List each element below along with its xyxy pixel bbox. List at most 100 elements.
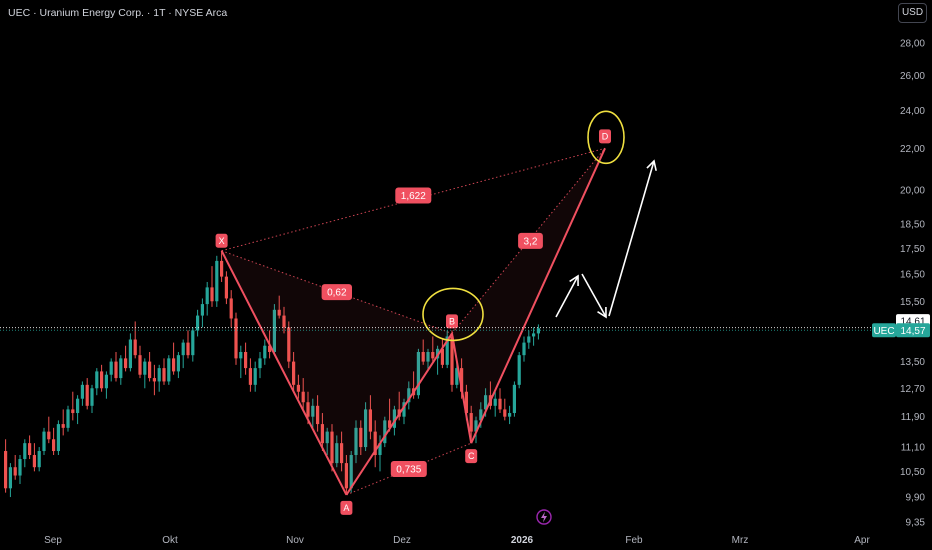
candle-body — [508, 413, 512, 417]
candle — [76, 395, 80, 425]
candle-body — [378, 443, 382, 456]
candle — [52, 427, 56, 456]
candle — [388, 398, 392, 432]
candle — [416, 348, 420, 399]
candle — [119, 355, 123, 385]
candle-body — [80, 384, 84, 399]
candle-body — [244, 351, 248, 369]
candle — [205, 281, 209, 316]
leg-cd — [470, 147, 606, 444]
candle — [368, 395, 372, 440]
candle-body — [124, 358, 128, 369]
pattern-point-b: B — [446, 314, 458, 329]
candle-body — [263, 345, 267, 359]
candle — [421, 339, 425, 365]
candle — [440, 339, 444, 369]
candle — [28, 435, 32, 460]
pattern-point-label: A — [343, 503, 349, 513]
candle — [128, 333, 132, 372]
candle-body — [460, 368, 464, 392]
candle-body — [330, 431, 334, 464]
candle — [378, 435, 382, 472]
candle — [263, 339, 267, 365]
candle-body — [18, 459, 22, 476]
candle — [292, 351, 296, 392]
candle-body — [181, 342, 185, 356]
candle — [503, 398, 507, 421]
candle-body — [4, 451, 8, 489]
candle-body — [210, 287, 214, 302]
projection-arrow-2-line — [581, 273, 607, 318]
candle-body — [383, 420, 387, 444]
pattern-point-label: D — [602, 131, 609, 141]
candle-body — [76, 398, 80, 414]
highlight-circle-d — [587, 110, 625, 165]
ratio-label: 0,62 — [321, 284, 352, 301]
candle — [61, 409, 65, 436]
candle-body — [527, 336, 531, 343]
candle — [296, 374, 300, 399]
candle-body — [316, 405, 320, 425]
candle-body — [253, 368, 257, 385]
candle — [85, 378, 89, 410]
price-tick: 11,90 — [901, 412, 926, 423]
candle-body — [498, 398, 502, 410]
candle-body — [258, 358, 262, 369]
ratio-label-text: 3,2 — [524, 236, 538, 247]
pattern-point-a: A — [340, 500, 353, 515]
pattern-point-box — [465, 449, 478, 464]
candle — [229, 290, 233, 328]
candle-body — [522, 342, 526, 356]
candle-body — [37, 451, 41, 468]
candle — [253, 361, 257, 392]
candle-body — [186, 342, 190, 356]
candle-body — [282, 315, 286, 328]
pattern-point-label: X — [219, 236, 225, 246]
candle — [354, 420, 358, 464]
candle-body — [191, 330, 195, 356]
candle — [364, 402, 368, 452]
candle — [4, 439, 8, 493]
candle-body — [503, 409, 507, 417]
candle-body — [484, 395, 488, 410]
ratio-label-box — [518, 232, 543, 249]
candle — [210, 266, 214, 307]
candle-body — [85, 384, 89, 406]
candle-body — [340, 443, 344, 464]
candle — [124, 345, 128, 372]
currency-button[interactable]: USD — [898, 3, 927, 23]
candle-body — [205, 287, 209, 305]
last-price-tag[interactable]: UEC 14,57 — [872, 323, 930, 338]
candle — [287, 321, 291, 369]
crosshair-price-tag-text: 14,61 — [900, 317, 925, 328]
ratio-label-text: 1,622 — [401, 191, 426, 202]
candle-body — [268, 345, 272, 352]
candle-body — [517, 355, 521, 385]
candle — [527, 330, 531, 349]
time-tick: Sep — [44, 535, 62, 546]
candle — [282, 306, 286, 334]
ac-connector — [346, 442, 472, 496]
candle — [272, 304, 276, 356]
candle-body — [71, 409, 75, 414]
price-tick: 22,00 — [900, 144, 925, 155]
candle — [431, 336, 435, 362]
candle-body — [234, 318, 238, 359]
price-tick: 18,50 — [900, 219, 925, 230]
candle — [330, 424, 334, 472]
candle-body — [493, 398, 497, 406]
candle — [244, 342, 248, 375]
candle-body — [536, 328, 540, 334]
price-tick: 9,35 — [906, 518, 926, 529]
time-tick: Nov — [286, 535, 304, 546]
candle — [512, 381, 516, 417]
lightning-icon[interactable] — [536, 509, 552, 525]
candle-body — [200, 304, 204, 316]
candle-body — [354, 427, 358, 456]
ratio-label-box — [390, 460, 427, 477]
candle — [95, 368, 99, 396]
candle-body — [320, 424, 324, 444]
candle — [301, 378, 305, 410]
candle — [373, 420, 377, 468]
